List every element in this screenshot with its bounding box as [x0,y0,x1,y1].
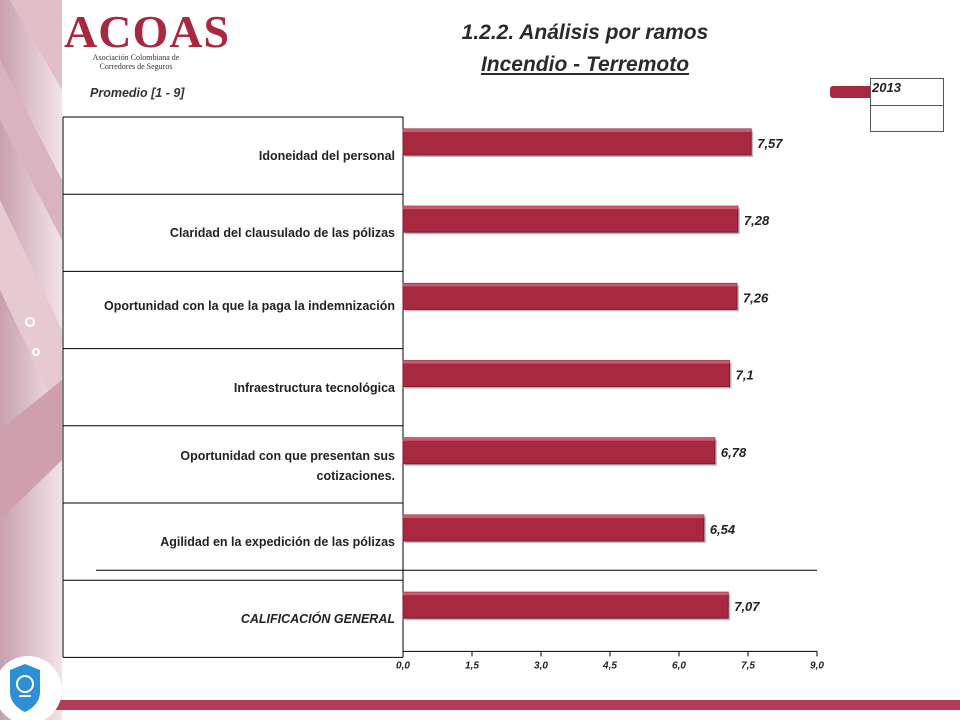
bar [402,437,716,465]
metric-label: Promedio [1 - 9] [90,86,185,100]
category-label: Infraestructura tecnológica [233,380,395,395]
x-tick-label: 9,0 [810,660,824,671]
logo-wordmark: ACOAS [64,6,231,57]
x-tick-label: 6,0 [672,660,686,671]
category-label: Oportunidad con la que la paga la indemn… [103,299,395,314]
x-tick-label: 4,5 [602,660,617,671]
category-label: CALIFICACIÓN GENERAL [240,612,395,627]
bar [402,360,731,388]
bar-highlight [403,437,715,441]
x-tick-label: 1,5 [465,660,479,671]
bar [402,128,752,156]
category-label: Claridad del clausulado de las pólizas [169,226,395,241]
bar-highlight [403,592,729,596]
bar-highlight [403,515,704,518]
bar [402,591,729,619]
category-label: Oportunidad con que presentan sus cotiza… [180,448,395,483]
bar-highlight [403,283,737,287]
legend-swatch [830,86,874,98]
bar-value-label: 7,1 [736,368,754,383]
bar-value-label: 7,07 [734,599,760,614]
x-tick-label: 7,5 [741,660,755,671]
bar-highlight [403,206,738,210]
bar [402,205,739,233]
legend-box [870,78,944,132]
chart-legend: 2013 [830,78,944,132]
shield-icon [10,664,40,712]
logo-subtitle: Asociación Colombiana de Corredores de S… [92,53,180,71]
legend-label: 2013 [872,80,901,95]
bar-value-label: 7,26 [743,290,769,305]
bar [402,514,705,542]
page-title: 1.2.2. Análisis por ramos [461,21,709,44]
page-subtitle: Incendio - Terremoto [480,53,690,76]
bar-value-label: 6,78 [721,445,747,460]
bar-highlight [403,129,752,132]
category-label: Idoneidad del personal [258,149,395,163]
bar [402,282,738,310]
bar-value-label: 7,57 [757,136,783,151]
x-tick-label: 0,0 [396,660,410,671]
category-label: Agilidad en la expedición de las pólizas [160,535,395,549]
bar-highlight [403,360,730,364]
bar-value-label: 7,28 [744,213,770,228]
x-tick-label: 3,0 [534,660,548,671]
bar-value-label: 6,54 [710,522,736,537]
acoas-logo: ACOAS Asociación Colombiana de Corredore… [64,6,229,72]
